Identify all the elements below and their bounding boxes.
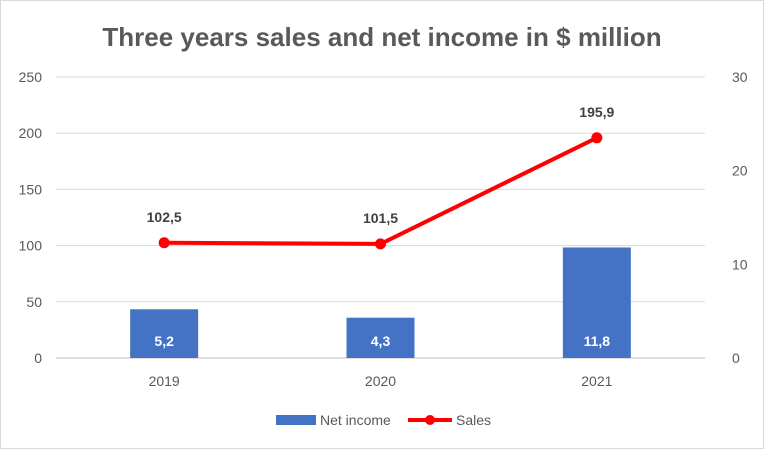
right-tick-label: 10	[732, 256, 748, 272]
category-label: 2020	[365, 373, 396, 389]
sales-marker	[158, 237, 170, 249]
net-income-data-label: 5,2	[154, 333, 174, 349]
net-income-data-label: 4,3	[371, 333, 391, 349]
left-axis-ticks: 0 50 100 150 200 250	[19, 69, 43, 366]
left-tick-label: 150	[19, 181, 43, 197]
legend-swatch-sales-marker	[425, 415, 435, 425]
net-income-data-label: 11,8	[584, 333, 611, 349]
left-tick-label: 50	[26, 294, 42, 310]
sales-data-label: 195,9	[579, 104, 614, 120]
net-income-bar	[562, 247, 631, 358]
category-label: 2021	[581, 373, 612, 389]
right-tick-label: 30	[732, 69, 748, 85]
sales-marker	[591, 132, 603, 144]
net-income-bar	[130, 309, 199, 358]
net-income-bars: 5,2 4,3 11,8	[130, 247, 631, 358]
left-tick-label: 200	[19, 125, 43, 141]
sales-line: 102,5 101,5 195,9	[147, 104, 615, 250]
right-tick-label: 0	[732, 350, 740, 366]
legend-label-sales: Sales	[456, 412, 491, 428]
chart-title: Three years sales and net income in $ mi…	[102, 22, 661, 52]
left-tick-label: 100	[19, 238, 43, 254]
net-income-bar	[346, 317, 415, 358]
legend-label-net-income: Net income	[320, 412, 391, 428]
legend: Net income Sales	[276, 412, 491, 428]
left-tick-label: 250	[19, 69, 43, 85]
sales-marker	[375, 238, 386, 250]
left-tick-label: 0	[34, 350, 42, 366]
sales-data-label: 102,5	[147, 209, 182, 225]
sales-data-label: 101,5	[363, 210, 398, 226]
category-labels: 2019 2020 2021	[149, 373, 613, 389]
right-axis-ticks: 0 10 20 30	[732, 69, 748, 366]
sales-line-path	[164, 136, 598, 246]
right-tick-label: 20	[732, 163, 748, 179]
category-label: 2019	[149, 373, 180, 389]
legend-swatch-net-income	[276, 415, 316, 425]
